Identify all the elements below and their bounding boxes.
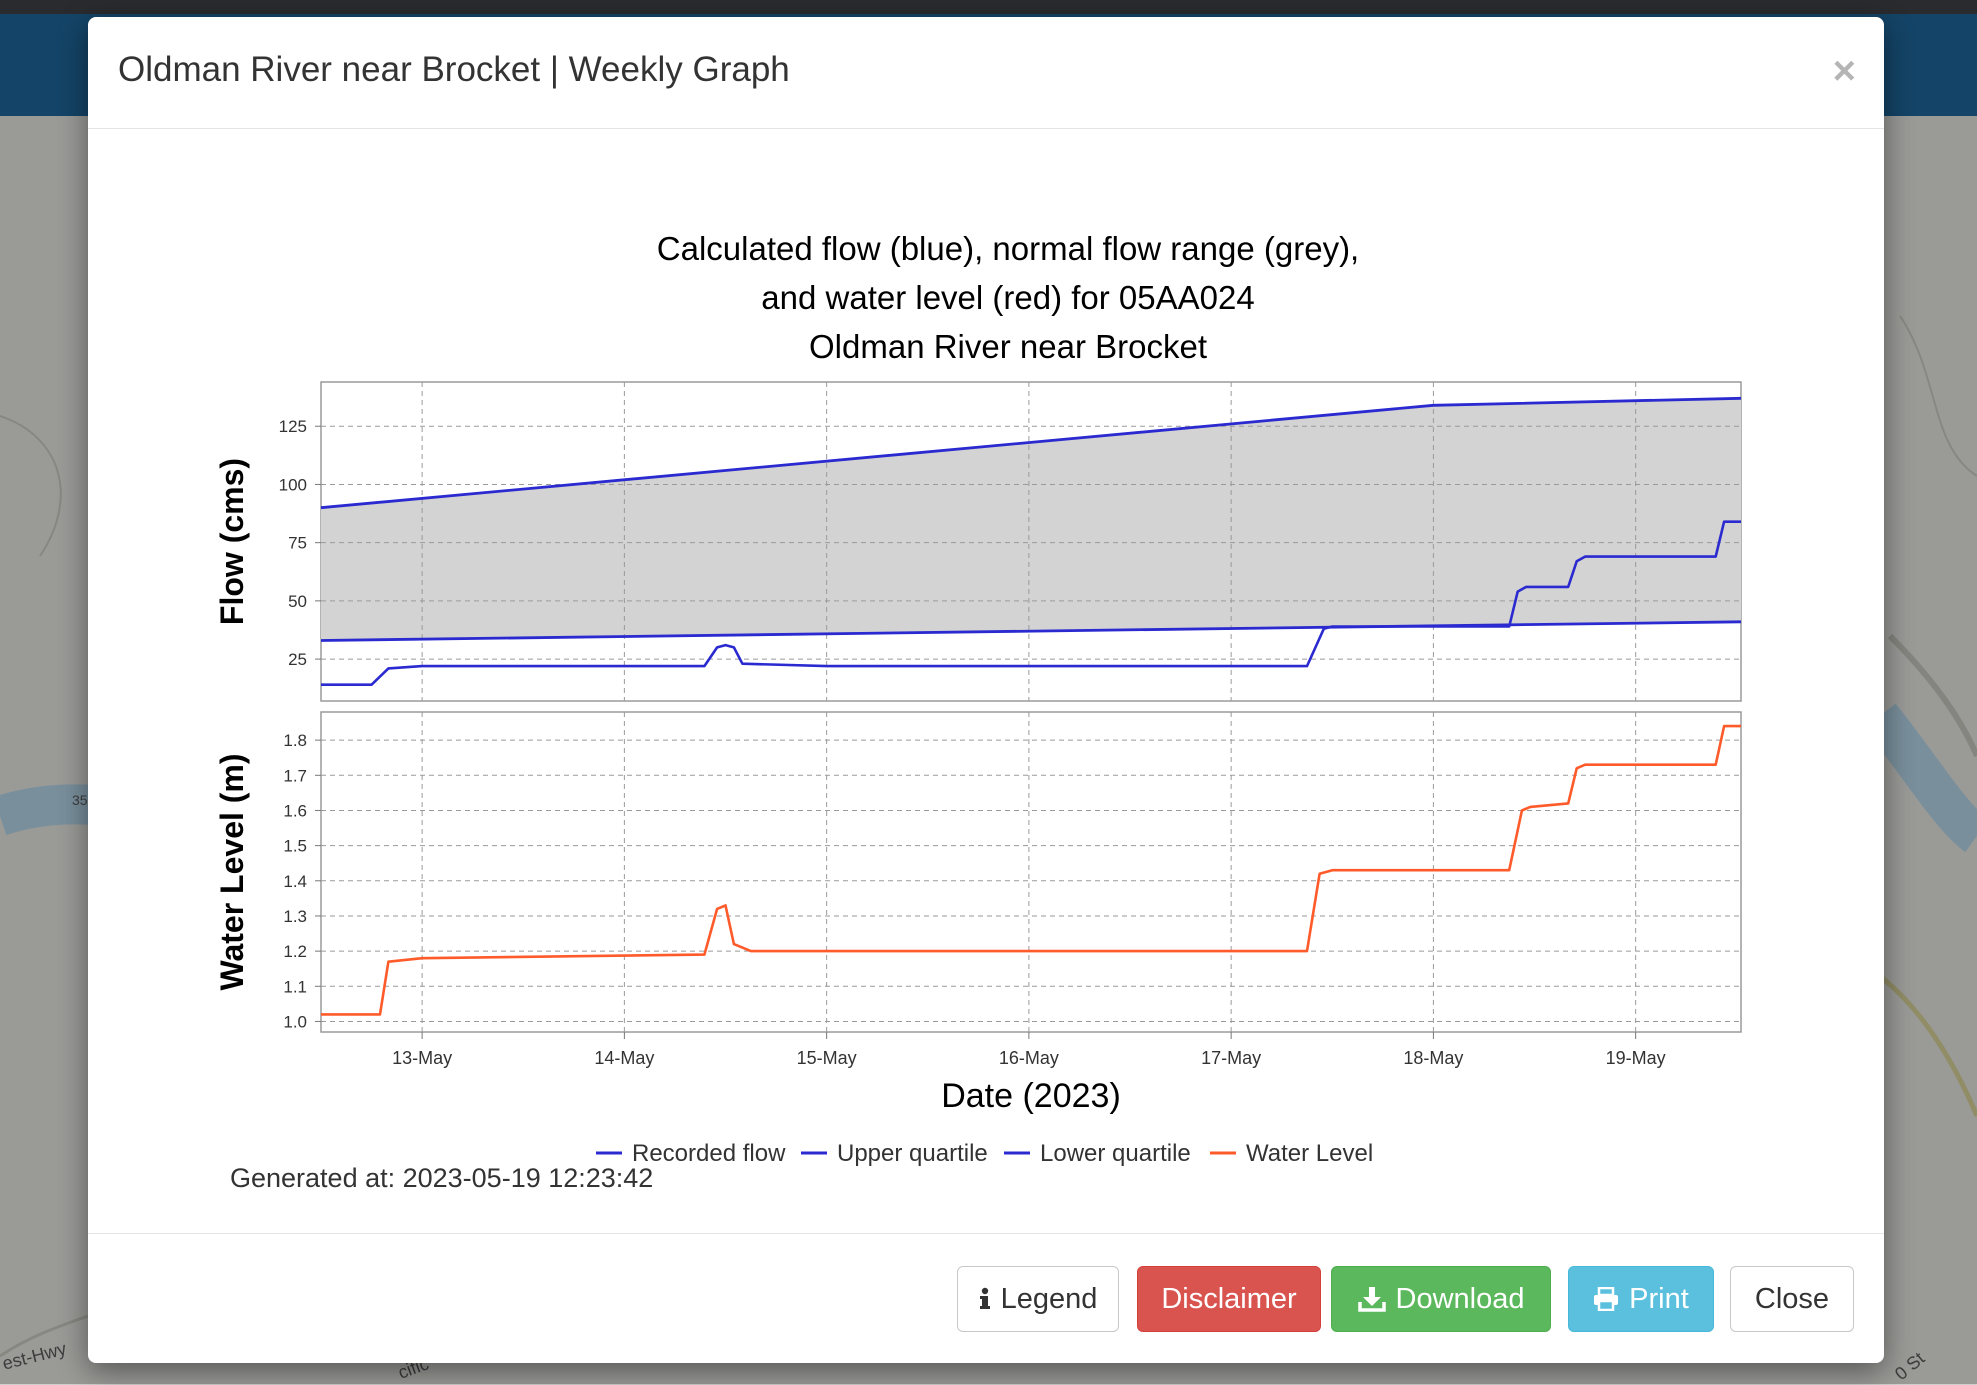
download-icon <box>1357 1287 1386 1312</box>
y-tick-label: 100 <box>279 475 307 494</box>
modal-title: Oldman River near Brocket | Weekly Graph <box>118 50 790 89</box>
x-tick-label: 14-May <box>594 1048 654 1068</box>
close-button[interactable]: Close <box>1730 1266 1854 1332</box>
weekly-graph-modal: Oldman River near Brocket | Weekly Graph… <box>88 17 1884 1363</box>
series-line-lower-quartile <box>320 620 1742 642</box>
y-tick-label: 1.0 <box>283 1012 307 1031</box>
print-button-label: Print <box>1629 1282 1689 1315</box>
legend-label: Lower quartile <box>1040 1140 1191 1167</box>
y-tick-label: 125 <box>279 417 307 436</box>
normal-flow-range-band <box>321 398 1741 641</box>
plot-area <box>320 711 1742 1033</box>
y-axis-label: Flow (cms) <box>214 458 250 625</box>
info-icon <box>979 1287 990 1309</box>
legend-label: Water Level <box>1246 1140 1373 1167</box>
x-tick-label: 18-May <box>1403 1048 1463 1068</box>
browser-top-bar <box>0 0 1977 14</box>
y-tick-label: 75 <box>288 534 307 553</box>
x-tick-label: 13-May <box>392 1048 452 1068</box>
y-tick-label: 1.6 <box>283 801 307 820</box>
y-tick-label: 1.1 <box>283 977 307 996</box>
map-road-number: 35 <box>72 792 88 808</box>
close-icon[interactable]: × <box>1832 49 1856 93</box>
close-button-label: Close <box>1754 1282 1830 1315</box>
x-tick-label: 15-May <box>797 1048 857 1068</box>
chart-title-line: Oldman River near Brocket <box>809 328 1207 365</box>
modal-body: Calculated flow (blue), normal flow rang… <box>88 129 1884 1249</box>
generated-timestamp: Generated at: 2023-05-19 12:23:42 <box>230 1163 654 1193</box>
y-tick-label: 1.2 <box>283 942 307 961</box>
download-button[interactable]: Download <box>1331 1266 1551 1332</box>
chart-title-line: and water level (red) for 05AA024 <box>761 279 1254 316</box>
y-tick-label: 50 <box>288 592 307 611</box>
disclaimer-button-label: Disclaimer <box>1161 1282 1297 1315</box>
legend-button-label: Legend <box>1000 1282 1098 1315</box>
x-axis-label: Date (2023) <box>941 1077 1121 1115</box>
modal-footer <box>88 1233 1884 1364</box>
download-button-label: Download <box>1395 1282 1525 1315</box>
y-tick-label: 25 <box>288 650 307 669</box>
print-button[interactable]: Print <box>1568 1266 1714 1332</box>
legend-label: Upper quartile <box>837 1140 988 1167</box>
x-tick-label: 19-May <box>1606 1048 1666 1068</box>
modal-header: Oldman River near Brocket | Weekly Graph… <box>88 17 1884 129</box>
series-line-water-level <box>321 724 1741 1016</box>
legend-button[interactable]: Legend <box>957 1266 1119 1332</box>
series-line-upper-quartile <box>320 396 1742 510</box>
series-line-recorded-flow <box>321 520 1741 686</box>
print-icon <box>1594 1287 1619 1311</box>
disclaimer-button[interactable]: Disclaimer <box>1137 1266 1321 1332</box>
y-tick-label: 1.5 <box>283 837 307 856</box>
x-tick-label: 17-May <box>1201 1048 1261 1068</box>
y-axis-label: Water Level (m) <box>214 753 250 990</box>
chart-title-line: Calculated flow (blue), normal flow rang… <box>657 230 1359 267</box>
weekly-flow-chart: Calculated flow (blue), normal flow rang… <box>214 230 1742 1167</box>
y-tick-label: 1.8 <box>283 731 307 750</box>
y-tick-label: 1.4 <box>283 872 307 891</box>
legend-label: Recorded flow <box>632 1140 786 1167</box>
y-tick-label: 1.3 <box>283 907 307 926</box>
y-tick-label: 1.7 <box>283 766 307 785</box>
x-tick-label: 16-May <box>999 1048 1059 1068</box>
